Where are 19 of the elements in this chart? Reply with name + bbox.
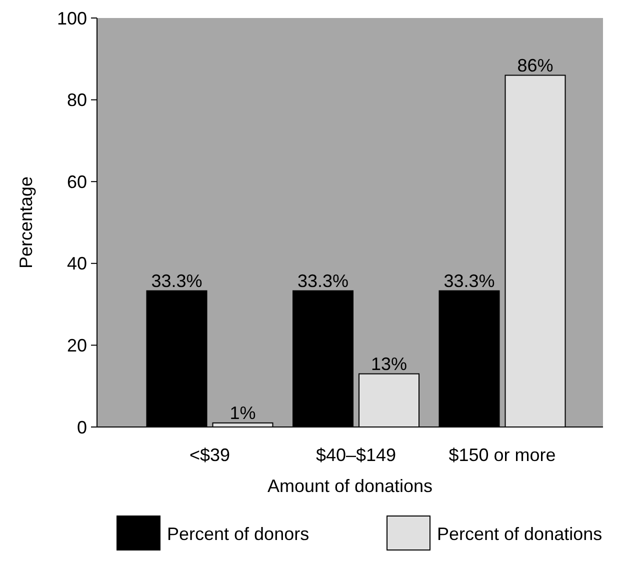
data-label: 33.3% (297, 270, 349, 291)
y-tick-label: 20 (66, 336, 87, 356)
x-tick-label: $150 or more (448, 445, 556, 465)
data-label: 33.3% (444, 270, 495, 291)
data-label: 33.3% (151, 270, 202, 291)
data-label: 1% (230, 402, 256, 423)
x-tick-label: $40–$149 (316, 445, 396, 465)
y-tick-label: 0 (76, 417, 87, 438)
legend-label: Percent of donors (167, 524, 310, 544)
x-axis-title: Amount of donations (267, 476, 433, 496)
x-tick-label: <$39 (189, 445, 230, 465)
data-label: 13% (370, 354, 408, 374)
y-tick-label: 100 (56, 8, 87, 28)
y-axis-title: Percentage (16, 176, 36, 269)
y-tick-label: 40 (66, 254, 87, 274)
legend-label: Percent of donations (437, 524, 602, 544)
data-label: 86% (517, 55, 554, 76)
y-tick-label: 80 (66, 90, 87, 110)
y-tick-label: 60 (66, 172, 87, 192)
